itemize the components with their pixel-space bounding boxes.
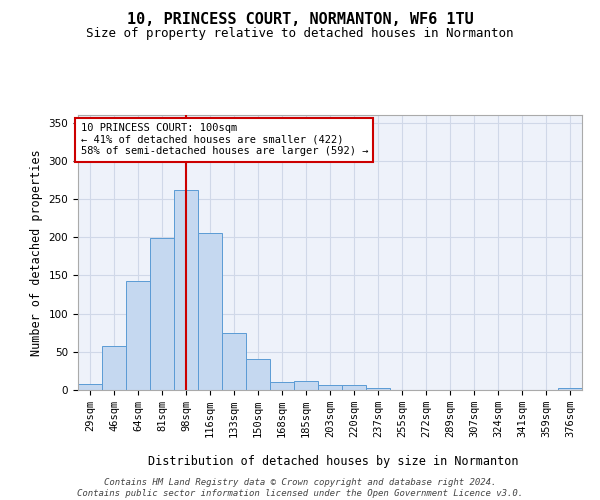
Text: Contains HM Land Registry data © Crown copyright and database right 2024.
Contai: Contains HM Land Registry data © Crown c… [77,478,523,498]
Bar [246,360,270,390]
Bar [174,190,198,390]
Bar [318,386,342,390]
Bar [294,381,318,390]
Text: Size of property relative to detached houses in Normanton: Size of property relative to detached ho… [86,28,514,40]
Bar [342,384,366,390]
Bar [366,388,390,390]
Text: 10, PRINCESS COURT, NORMANTON, WF6 1TU: 10, PRINCESS COURT, NORMANTON, WF6 1TU [127,12,473,28]
Bar [558,388,582,390]
Text: Distribution of detached houses by size in Normanton: Distribution of detached houses by size … [148,454,518,468]
Bar [102,346,126,390]
Bar [78,384,102,390]
Bar [126,281,150,390]
Text: 10 PRINCESS COURT: 100sqm
← 41% of detached houses are smaller (422)
58% of semi: 10 PRINCESS COURT: 100sqm ← 41% of detac… [80,123,368,156]
Y-axis label: Number of detached properties: Number of detached properties [30,149,43,356]
Bar [270,382,294,390]
Bar [222,334,246,390]
Bar [198,234,222,390]
Bar [150,238,174,390]
